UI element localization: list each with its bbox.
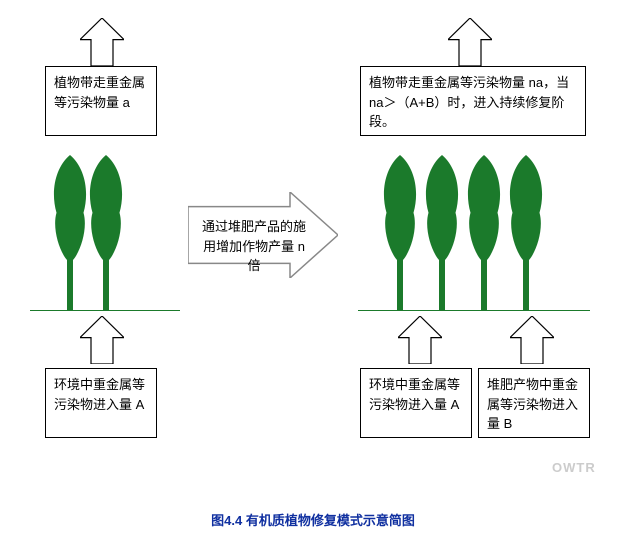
left-trees bbox=[50, 155, 126, 315]
left-top-arrow bbox=[80, 18, 124, 66]
right-bottom-arrow-1 bbox=[398, 316, 442, 364]
figure-caption: 图4.4 有机质植物修复模式示意简图 bbox=[0, 510, 626, 529]
watermark: OWTR bbox=[552, 460, 596, 475]
left-bottom-box: 环境中重金属等污染物进入量 A bbox=[45, 368, 157, 438]
right-top-arrow bbox=[448, 18, 492, 66]
diagram-canvas: 植物带走重金属等污染物量 a 环境中重金属等污染物进入量 A 通过堆肥产品的施用… bbox=[0, 0, 626, 541]
left-ground bbox=[30, 310, 180, 311]
right-bottom-box-2: 堆肥产物中重金属等污染物进入量 B bbox=[478, 368, 590, 438]
right-trees bbox=[380, 155, 546, 315]
left-bottom-arrow bbox=[80, 316, 124, 364]
right-ground bbox=[358, 310, 590, 311]
right-bottom-box-1: 环境中重金属等污染物进入量 A bbox=[360, 368, 472, 438]
left-top-box: 植物带走重金属等污染物量 a bbox=[45, 66, 157, 136]
right-bottom-arrow-2 bbox=[510, 316, 554, 364]
center-arrow-text: 通过堆肥产品的施用增加作物产量 n 倍 bbox=[200, 217, 308, 276]
right-top-box: 植物带走重金属等污染物量 na，当 na＞（A+B）时，进入持续修复阶段。 bbox=[360, 66, 586, 136]
